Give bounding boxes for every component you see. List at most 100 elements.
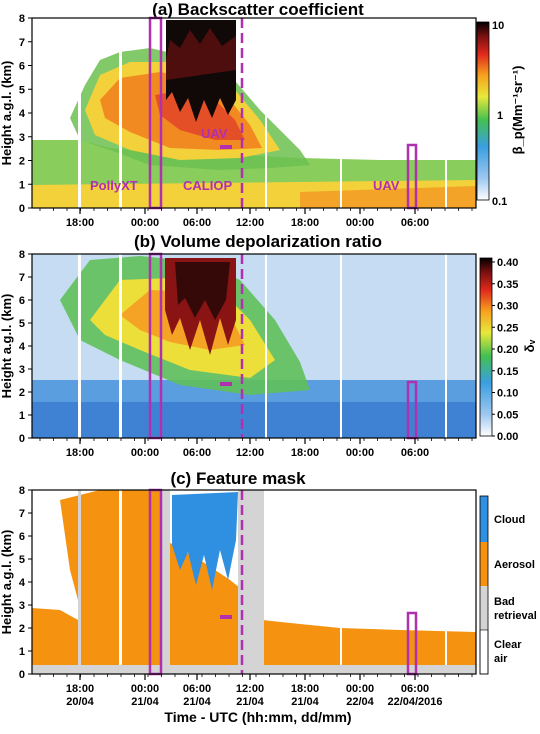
panel-b-plot <box>31 252 477 440</box>
x-tick-label: 06:00 <box>183 683 211 695</box>
x-tick-label: 18:00 <box>291 447 319 459</box>
y-tick-label: 1 <box>19 179 25 191</box>
y-tick-label: 8 <box>19 13 25 25</box>
y-tick-label: 6 <box>19 295 25 307</box>
x-tick-label: 18:00 <box>66 217 94 229</box>
y-tick-label: 3 <box>19 600 25 612</box>
y-tick-label: 3 <box>19 364 25 376</box>
y-tick-label: 4 <box>19 577 26 589</box>
colorbar-label: β_p(Mm⁻¹sr⁻¹) <box>510 66 525 155</box>
y-tick-label: 7 <box>19 272 25 284</box>
colorbar-tick-label: 10 <box>492 20 504 32</box>
y-tick-label: 6 <box>19 61 25 73</box>
panel-b-xaxis: 18:00 00:00 06:00 12:00 18:00 00:00 06:00 <box>39 438 473 459</box>
annotation-pollyxt: PollyXT <box>90 178 138 193</box>
x-tick-label: 18:00 <box>291 217 319 229</box>
panel-c-gap <box>340 490 342 665</box>
panel-c-yaxis: 0 1 2 3 4 5 6 7 8 <box>19 485 32 681</box>
legend-label-air: air <box>494 653 508 665</box>
panel-b-surface-blue <box>32 402 476 438</box>
y-tick-label: 0 <box>19 203 25 215</box>
legend-swatch-aerosol <box>480 542 488 586</box>
x-tick-label: 06:00 <box>183 217 211 229</box>
feature-legend: Cloud Aerosol Bad retrieval Clear air <box>479 495 537 675</box>
panel-b-gap <box>340 254 342 438</box>
y-tick-label: 0 <box>19 433 25 445</box>
aerosol-region <box>32 608 78 665</box>
uav-marker <box>220 615 232 619</box>
panel-b-colorbar: 0.40 0.35 0.30 0.25 0.20 0.15 0.10 0.05 0.00 δᵥ <box>479 257 537 443</box>
panel-a-cloud-edge <box>166 28 236 80</box>
legend-swatch-cloud <box>480 496 488 542</box>
panel-c-plot <box>31 488 477 676</box>
y-tick-label: 5 <box>19 318 25 330</box>
y-tick-label: 8 <box>19 249 25 261</box>
y-tick-label: 4 <box>19 108 26 120</box>
x-tick-label: 18:00 <box>291 683 319 695</box>
colorbar-tick-label: 0.1 <box>492 196 507 208</box>
colorbar-tick-label: 0.05 <box>497 409 518 421</box>
x-tick-label: 00:00 <box>346 217 374 229</box>
bad-retrieval <box>78 490 81 665</box>
panel-a-yaxis: 0 1 2 3 4 5 6 7 8 <box>19 13 32 215</box>
panel-a-gap <box>340 18 342 208</box>
panel-a: (a) Backscatter coefficient <box>0 0 525 229</box>
panel-a-xaxis: 18:00 00:00 06:00 12:00 18:00 00:00 06:00 <box>39 208 473 229</box>
x-tick-label: 00:00 <box>131 447 159 459</box>
x-tick-label: 00:00 <box>131 217 159 229</box>
y-tick-label: 5 <box>19 554 25 566</box>
x-tick-label: 06:00 <box>401 447 429 459</box>
panel-a-gap <box>119 18 122 208</box>
y-tick-label: 2 <box>19 623 25 635</box>
x-tick-label: 12:00 <box>236 217 264 229</box>
panel-c-title: (c) Feature mask <box>170 469 306 488</box>
x-date-label: 21/04 <box>236 696 264 708</box>
panel-b: (b) Volume depolarization ratio 0 1 2 3 4 5 6 7… <box>0 232 537 459</box>
panel-c-gap <box>445 490 447 665</box>
y-tick-label: 2 <box>19 156 25 168</box>
panel-a-gap <box>445 18 447 208</box>
colorbar-tick-label: 0.00 <box>497 431 518 443</box>
x-tick-label: 12:00 <box>236 447 264 459</box>
y-tick-label: 1 <box>19 410 25 422</box>
y-tick-label: 7 <box>19 37 25 49</box>
annotation-uav: UAV <box>201 126 228 141</box>
panel-b-title: (b) Volume depolarization ratio <box>134 232 382 251</box>
panel-b-yaxis: 0 1 2 3 4 5 6 7 8 <box>19 249 32 445</box>
panel-b-gap <box>445 254 447 438</box>
panel-b-ylabel: Height a.g.l. (km) <box>0 294 14 399</box>
panel-b-gap <box>265 254 267 438</box>
y-tick-label: 5 <box>19 84 25 96</box>
y-tick-label: 6 <box>19 531 25 543</box>
colorbar-ticks: 0.40 0.35 0.30 0.25 0.20 0.15 0.10 0.05 0.00 <box>492 257 518 443</box>
x-tick-label: 06:00 <box>183 447 211 459</box>
legend-frame <box>479 495 489 675</box>
annotation-uav: UAV <box>373 178 400 193</box>
colorbar-tick-label: 0.40 <box>497 257 518 269</box>
x-tick-label: 00:00 <box>131 683 159 695</box>
x-tick-label: 00:00 <box>346 683 374 695</box>
legend-label-clear: Clear <box>494 639 522 651</box>
panel-a-title: (a) Backscatter coefficient <box>152 0 364 19</box>
bad-retrieval <box>162 490 170 665</box>
x-date-label: 22/04 <box>346 696 374 708</box>
panel-c-ylabel: Height a.g.l. (km) <box>0 530 14 635</box>
y-tick-label: 4 <box>19 341 26 353</box>
legend-label-cloud: Cloud <box>494 514 525 526</box>
x-tick-label: 06:00 <box>401 683 429 695</box>
panel-a-gap <box>78 18 81 208</box>
panel-a-surface-orange <box>300 186 476 208</box>
panel-c-gap <box>119 490 122 665</box>
x-tick-label: 00:00 <box>346 447 374 459</box>
legend-swatch-bad <box>480 586 488 630</box>
y-tick-label: 7 <box>19 508 25 520</box>
x-date-label: 21/04 <box>131 696 159 708</box>
y-tick-label: 8 <box>19 485 25 497</box>
panel-a-colorbar: 10 1 0.1 β_p(Mm⁻¹sr⁻¹) <box>476 20 525 208</box>
panel-a-gap <box>265 18 267 208</box>
legend-label-retrieval: retrieval <box>494 610 537 622</box>
bad-retrieval <box>238 490 264 665</box>
y-tick-label: 2 <box>19 387 25 399</box>
